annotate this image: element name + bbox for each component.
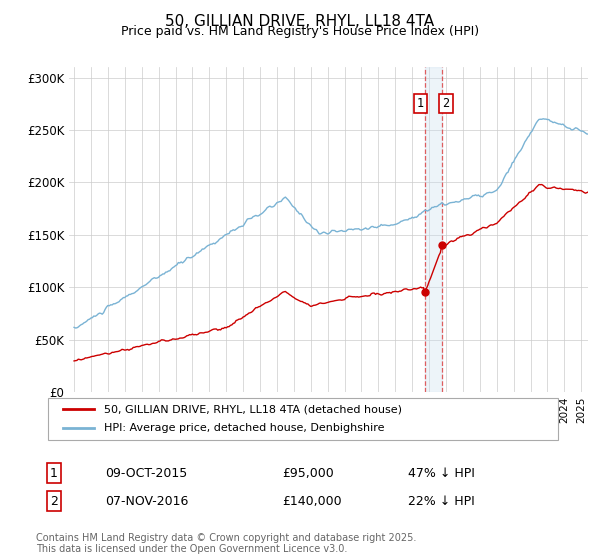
Text: 07-NOV-2016: 07-NOV-2016 <box>105 494 188 508</box>
Text: 2: 2 <box>442 97 449 110</box>
Text: £140,000: £140,000 <box>282 494 341 508</box>
Text: 1: 1 <box>50 466 58 480</box>
Bar <box>425 67 442 392</box>
Text: 50, GILLIAN DRIVE, RHYL, LL18 4TA: 50, GILLIAN DRIVE, RHYL, LL18 4TA <box>166 14 434 29</box>
Text: Contains HM Land Registry data © Crown copyright and database right 2025.
This d: Contains HM Land Registry data © Crown c… <box>36 533 416 554</box>
Text: 2: 2 <box>50 494 58 508</box>
Text: 1: 1 <box>417 97 424 110</box>
Text: 50, GILLIAN DRIVE, RHYL, LL18 4TA (detached house): 50, GILLIAN DRIVE, RHYL, LL18 4TA (detac… <box>104 404 402 414</box>
FancyBboxPatch shape <box>48 398 558 440</box>
Text: HPI: Average price, detached house, Denbighshire: HPI: Average price, detached house, Denb… <box>104 423 385 433</box>
Text: £95,000: £95,000 <box>282 466 334 480</box>
Text: 09-OCT-2015: 09-OCT-2015 <box>105 466 187 480</box>
Text: 47% ↓ HPI: 47% ↓ HPI <box>408 466 475 480</box>
Text: 22% ↓ HPI: 22% ↓ HPI <box>408 494 475 508</box>
Text: Price paid vs. HM Land Registry's House Price Index (HPI): Price paid vs. HM Land Registry's House … <box>121 25 479 38</box>
